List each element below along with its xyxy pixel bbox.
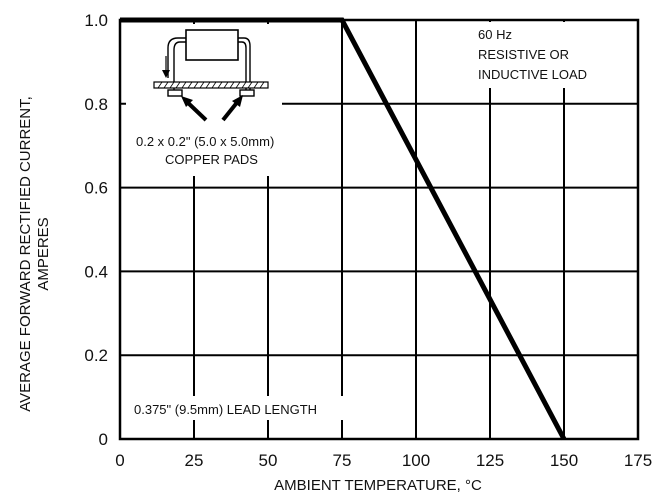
pads-annotation-line-2: COPPER PADS: [165, 152, 258, 167]
tick-labels: 0 25 50 75 100 125 150 175 0 0.2 0.4 0.6 0.8 1.0: [84, 11, 652, 470]
left-lead: [167, 37, 186, 78]
x-tick-label: 25: [185, 451, 204, 470]
copper-pad-right: [239, 89, 255, 97]
plot-frame: [118, 18, 640, 441]
y-tick-label: 1.0: [84, 11, 108, 30]
y-tick-label: 0.6: [84, 179, 108, 198]
y-axis-title-line-2: AMPERES: [35, 217, 52, 290]
circuit-board: [153, 81, 269, 89]
lead-length-annotation-bg: [128, 396, 384, 420]
y-tick-label: 0.4: [84, 262, 108, 281]
right-lead: [238, 37, 251, 96]
x-tick-label: 50: [259, 451, 278, 470]
lead-length-annotation: 0.375" (9.5mm) LEAD LENGTH: [134, 402, 317, 417]
x-tick-label: 175: [624, 451, 652, 470]
load-annotation-bg: [472, 22, 622, 88]
load-annotation-line-2: RESISTIVE OR: [478, 47, 569, 62]
pad-arrow-left-head: [181, 96, 193, 107]
load-annotation-line-1: 60 Hz: [478, 27, 512, 42]
x-tick-label: 0: [115, 451, 124, 470]
load-annotation-line-3: INDUCTIVE LOAD: [478, 67, 587, 82]
x-tick-label: 150: [550, 451, 578, 470]
y-tick-label: 0.2: [84, 346, 108, 365]
x-tick-label: 75: [333, 451, 352, 470]
left-lead-inner: [173, 41, 186, 96]
mounting-diagram: 0.2 x 0.2" (5.0 x 5.0mm) COPPER PADS: [126, 24, 282, 176]
right-lead-inner: [238, 41, 247, 96]
x-axis-title: AMBIENT TEMPERATURE, °C: [274, 477, 482, 494]
pads-annotation-line-1: 0.2 x 0.2" (5.0 x 5.0mm): [136, 134, 274, 149]
copper-pad-left: [167, 89, 183, 97]
pad-arrow-right-head: [232, 95, 243, 107]
lead-length-arrowhead: [162, 70, 170, 78]
diode-body: [185, 29, 239, 61]
y-axis-title: AVERAGE FORWARD RECTIFIED CURRENT, AMPER…: [17, 96, 52, 412]
y-axis-title-line-1: AVERAGE FORWARD RECTIFIED CURRENT,: [17, 96, 34, 412]
y-tick-label: 0: [99, 430, 108, 449]
x-tick-label: 125: [476, 451, 504, 470]
circuit-board-hatch: [157, 81, 265, 89]
x-tick-label: 100: [402, 451, 430, 470]
y-tick-label: 0.8: [84, 95, 108, 114]
